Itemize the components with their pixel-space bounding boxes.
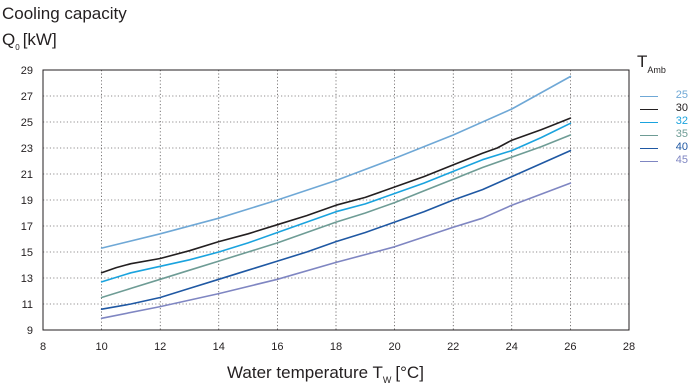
y-tick-label: 19 xyxy=(21,195,33,207)
series-line-32 xyxy=(100,122,572,283)
series-line-45 xyxy=(100,182,572,320)
x-axis-unit: [°C] xyxy=(395,363,424,382)
legend-label: 45 xyxy=(675,154,688,166)
y-axis-title: Cooling capacity xyxy=(2,4,127,23)
legend-title: TAmb xyxy=(637,52,666,75)
x-tick-label: 12 xyxy=(154,341,166,353)
x-tick-label: 14 xyxy=(213,341,225,353)
y-tick-label: 15 xyxy=(21,247,33,259)
y-axis-symbol: Q xyxy=(2,30,16,49)
y-axis-symbol-subscript: 0 xyxy=(15,43,20,52)
y-tick-label: 13 xyxy=(21,273,33,285)
legend-item-30: 30 xyxy=(640,102,690,115)
y-tick-label: 27 xyxy=(21,91,33,103)
y-tick-label: 11 xyxy=(22,299,33,311)
legend-label: 30 xyxy=(675,102,688,114)
y-tick-label: 17 xyxy=(21,221,33,233)
x-tick-label: 24 xyxy=(506,341,518,353)
series-line-25 xyxy=(100,75,572,249)
legend-item-40: 40 xyxy=(640,141,690,154)
x-tick-label: 20 xyxy=(388,341,400,353)
y-tick-label: 25 xyxy=(21,117,33,129)
x-tick-label: 18 xyxy=(330,341,342,353)
y-axis-symbol-unit: Q0 [kW] xyxy=(2,30,57,53)
y-tick-label: 9 xyxy=(27,325,33,337)
y-axis-unit: [kW] xyxy=(22,30,57,49)
series-line-35 xyxy=(100,134,572,299)
series-lines xyxy=(100,75,572,320)
legend-swatch xyxy=(640,96,658,97)
x-tick-label: 10 xyxy=(95,341,107,353)
legend-swatch xyxy=(640,109,658,110)
y-tick-label: 29 xyxy=(21,65,33,77)
x-tick-label: 16 xyxy=(271,341,283,353)
legend-title-symbol: T xyxy=(637,52,648,71)
series-line-30 xyxy=(100,117,572,274)
legend-item-35: 35 xyxy=(640,128,690,141)
legend-swatch xyxy=(640,135,658,136)
tick-labels: 8 10 12 14 16 18 20 22 24 26 28 9 11 13 15 17 19 21 23 25 27… xyxy=(21,65,635,353)
legend-swatch xyxy=(640,161,658,162)
legend-label: 40 xyxy=(675,141,688,153)
legend-label: 32 xyxy=(675,115,688,127)
x-axis-subscript: W xyxy=(382,375,392,385)
y-tick-label: 21 xyxy=(21,169,33,181)
series-line-40 xyxy=(100,149,572,310)
legend-item-32: 32 xyxy=(640,115,690,128)
legend-swatch xyxy=(640,122,658,123)
x-axis-title: Water temperature TW [°C] xyxy=(227,363,424,385)
legend-item-45: 45 xyxy=(640,154,690,167)
legend-item-25: 25 xyxy=(640,89,690,102)
legend-label: 25 xyxy=(675,89,688,101)
x-tick-label: 28 xyxy=(623,341,635,353)
x-tick-label: 26 xyxy=(564,341,576,353)
x-tick-label: 22 xyxy=(447,341,459,353)
legend-swatch xyxy=(640,148,658,149)
legend-label: 35 xyxy=(675,128,688,140)
legend-title-subscript: Amb xyxy=(647,65,666,75)
x-axis-title-text: Water temperature T xyxy=(227,363,383,382)
x-tick-label: 8 xyxy=(40,341,46,353)
y-tick-label: 23 xyxy=(21,143,33,155)
